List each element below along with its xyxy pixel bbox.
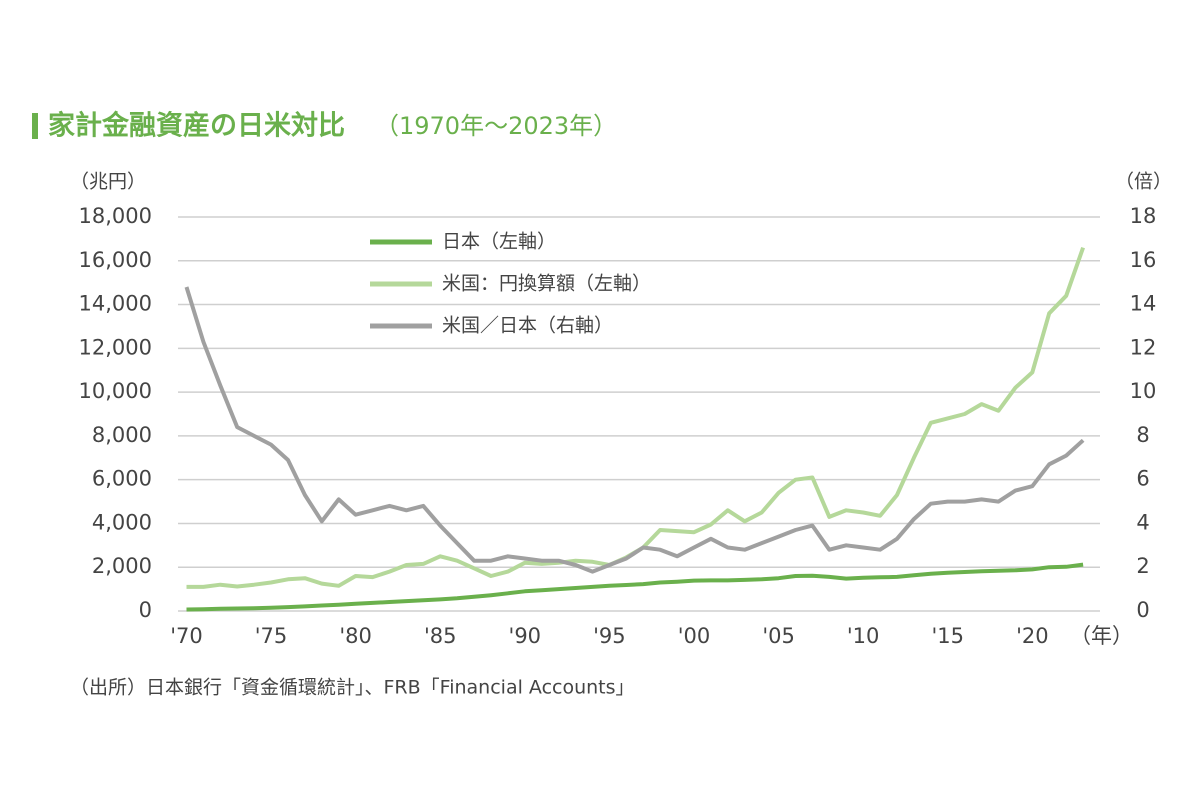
x-axis-label: （年） [1070, 624, 1133, 648]
y2-tick-label: 16 [1130, 248, 1157, 272]
y-tick-label: 8,000 [92, 423, 152, 447]
legend-label: 米国／日本（右軸） [442, 315, 613, 337]
x-tick-label: '15 [931, 624, 964, 648]
y-tick-label: 14,000 [79, 292, 152, 316]
legend-label: 日本（左軸） [442, 231, 556, 253]
y2-tick-label: 8 [1136, 423, 1149, 447]
x-tick-label: '70 [170, 624, 203, 648]
y2-tick-label: 2 [1136, 554, 1149, 578]
y2-tick-label: 14 [1130, 292, 1157, 316]
y2-tick-label: 0 [1136, 598, 1149, 622]
y-tick-label: 18,000 [79, 204, 152, 228]
title-marker [32, 113, 38, 139]
x-tick-label: '95 [593, 624, 626, 648]
y-tick-label: 6,000 [92, 467, 152, 491]
series-line [186, 246, 1085, 589]
x-tick-label: '80 [339, 624, 372, 648]
y-tick-label: 12,000 [79, 335, 152, 359]
x-tick-label: '20 [1016, 624, 1049, 648]
x-tick-label: '00 [678, 624, 711, 648]
y2-tick-label: 12 [1130, 335, 1157, 359]
y2-tick-label: 18 [1130, 204, 1157, 228]
y-tick-label: 0 [139, 598, 152, 622]
y2-tick-label: 4 [1136, 510, 1149, 534]
y-axis-label: （兆円） [70, 171, 146, 193]
x-tick-label: '05 [762, 624, 795, 648]
y-tick-label: 16,000 [79, 248, 152, 272]
legend-label: 米国：円換算額（左軸） [442, 273, 651, 295]
y2-tick-label: 6 [1136, 467, 1149, 491]
series-line [186, 562, 1084, 612]
x-tick-label: '75 [255, 624, 288, 648]
x-tick-label: '10 [847, 624, 880, 648]
source-note: （出所）日本銀行「資金循環統計」、FRB「Financial Accounts」 [70, 677, 635, 699]
chart-subtitle: （1970年～2023年） [375, 112, 617, 140]
y2-axis-label: （倍） [1115, 171, 1172, 193]
y-tick-label: 10,000 [79, 379, 152, 403]
x-tick-label: '85 [424, 624, 457, 648]
chart-title: 家計金融資産の日米対比 [48, 110, 345, 142]
y2-tick-label: 10 [1130, 379, 1157, 403]
y-tick-label: 2,000 [92, 554, 152, 578]
x-tick-label: '90 [509, 624, 542, 648]
series-line [184, 286, 1085, 574]
y-tick-label: 4,000 [92, 510, 152, 534]
